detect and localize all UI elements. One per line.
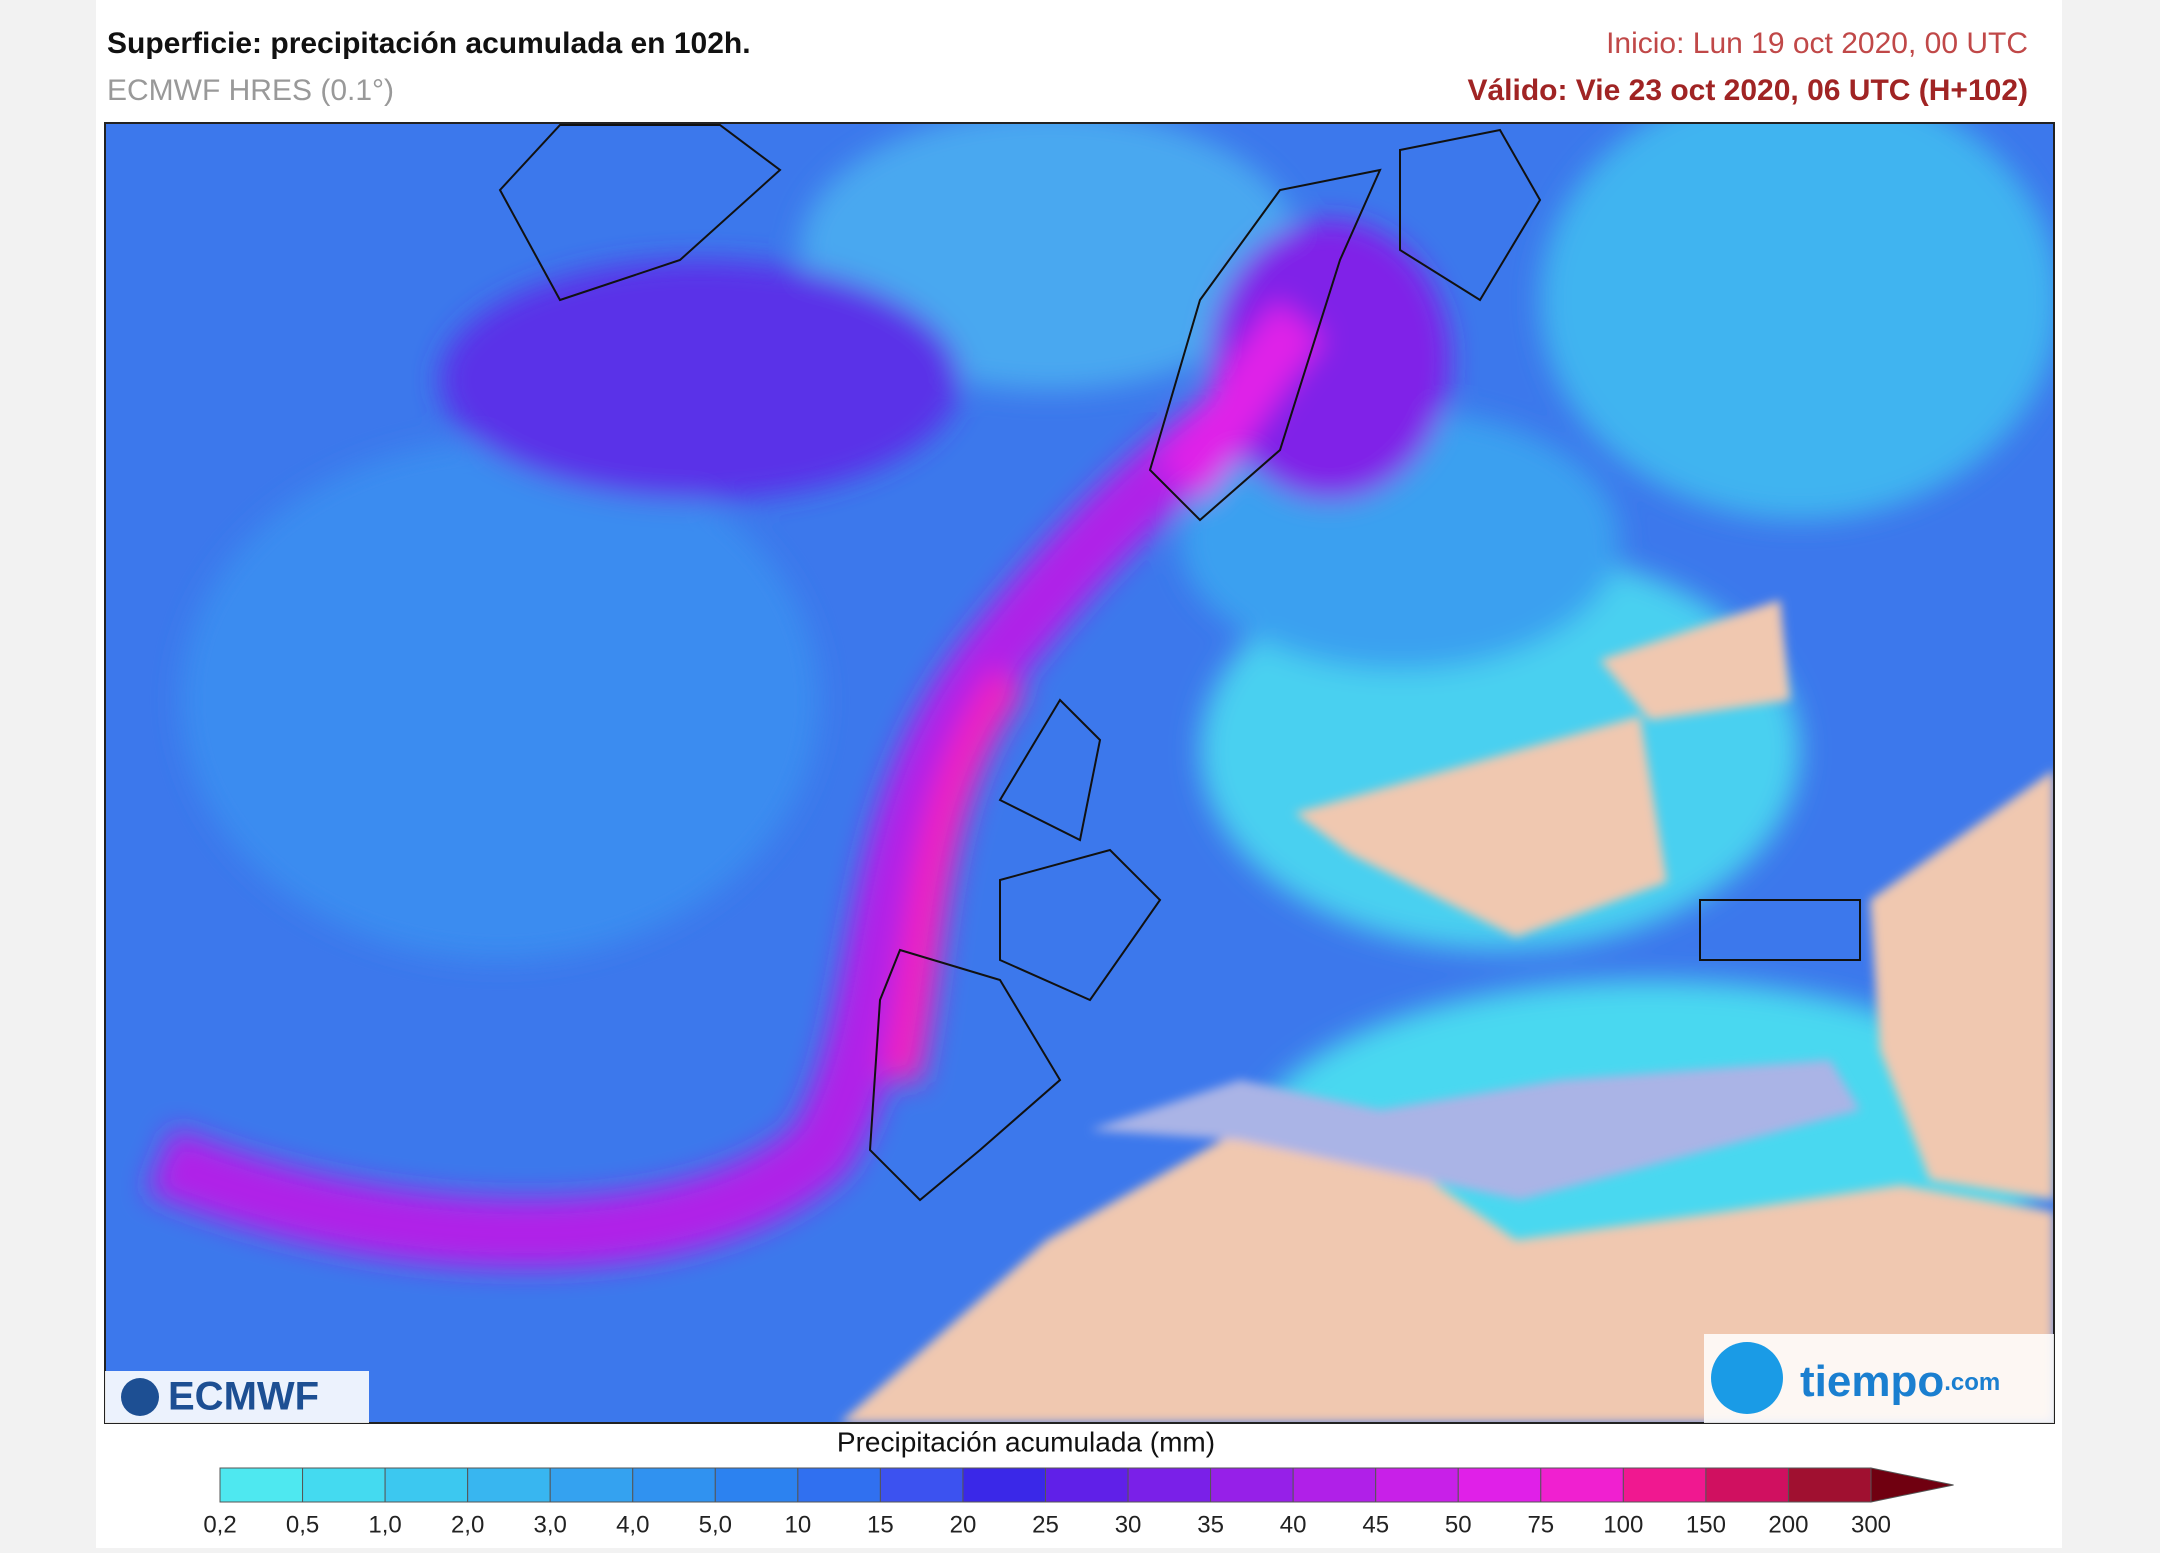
subtitle: ECMWF HRES (0.1°) [107, 74, 394, 107]
legend-swatch [1457, 1467, 1542, 1503]
map [105, 123, 2054, 1423]
legend: 0,2 0,5 1,0 2,0 3,0 4,0 5,0 10 15 20 25 30 35 40 45 50 7… [203, 1467, 1954, 1538]
legend-label: 2,0 [451, 1511, 484, 1538]
legend-label: 100 [1603, 1511, 1643, 1538]
legend-label: 45 [1362, 1511, 1389, 1538]
legend-swatch [714, 1467, 799, 1503]
tiempo-logo-suffix: .com [1944, 1369, 2000, 1396]
legend-label: 30 [1115, 1511, 1142, 1538]
legend-swatch [1540, 1467, 1624, 1503]
tiempo-logo-icon [1711, 1342, 1783, 1414]
legend-swatch [962, 1467, 1047, 1503]
legend-label: 40 [1280, 1511, 1307, 1538]
ecmwf-logo-icon [121, 1378, 159, 1416]
legend-swatch [1622, 1467, 1707, 1503]
legend-swatch [1045, 1467, 1129, 1503]
legend-label: 4,0 [616, 1511, 649, 1538]
legend-label: 10 [784, 1511, 811, 1538]
legend-label: 150 [1686, 1511, 1726, 1538]
legend-arrow [1870, 1467, 1954, 1503]
tiempo-logo: tiempo.com [1800, 1357, 2000, 1406]
legend-label: 200 [1768, 1511, 1808, 1538]
coastlines [498, 124, 1861, 1202]
legend-label: 25 [1032, 1511, 1059, 1538]
legend-label: 1,0 [368, 1511, 401, 1538]
legend-swatch [549, 1467, 634, 1503]
legend-label: 50 [1445, 1511, 1472, 1538]
legend-label: 75 [1527, 1511, 1554, 1538]
legend-label: 35 [1197, 1511, 1224, 1538]
legend-label: 20 [950, 1511, 977, 1538]
valid-time: Válido: Vie 23 oct 2020, 06 UTC (H+102) [1467, 74, 2028, 107]
legend-swatch [632, 1467, 716, 1503]
legend-swatch [1210, 1467, 1294, 1503]
legend-swatch [879, 1467, 964, 1503]
legend-label: 300 [1851, 1511, 1891, 1538]
init-time: Inicio: Lun 19 oct 2020, 00 UTC [1606, 27, 2028, 60]
title: Superficie: precipitación acumulada en 1… [107, 27, 751, 60]
legend-swatch [302, 1467, 386, 1503]
legend-label: 0,5 [286, 1511, 319, 1538]
legend-label: 15 [867, 1511, 894, 1538]
legend-swatch [1375, 1467, 1459, 1503]
legend-swatch [1292, 1467, 1377, 1503]
legend-title: Precipitación acumulada (mm) [837, 1426, 1215, 1457]
legend-label: 0,2 [203, 1511, 236, 1538]
legend-label: 5,0 [699, 1511, 732, 1538]
legend-swatch [1127, 1467, 1212, 1503]
legend-swatch [219, 1467, 304, 1503]
legend-swatch [467, 1467, 551, 1503]
legend-swatch [797, 1467, 881, 1503]
tiempo-logo-name: tiempo [1800, 1357, 1944, 1406]
legend-swatch [1787, 1467, 1872, 1503]
legend-swatch [384, 1467, 469, 1503]
legend-label: 3,0 [534, 1511, 567, 1538]
ecmwf-logo: ECMWF [168, 1375, 319, 1419]
legend-swatch [1705, 1467, 1789, 1503]
map-frame [104, 122, 2055, 1424]
